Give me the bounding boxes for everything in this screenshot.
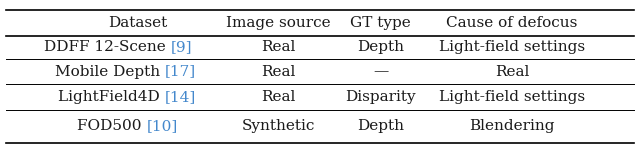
Text: GT type: GT type xyxy=(351,16,411,30)
Text: Light-field settings: Light-field settings xyxy=(439,90,585,104)
Text: Cause of defocus: Cause of defocus xyxy=(446,16,578,30)
Text: FOD500: FOD500 xyxy=(77,119,147,133)
Text: Real: Real xyxy=(261,65,296,79)
Text: [14]: [14] xyxy=(165,90,196,104)
Text: Depth: Depth xyxy=(357,40,404,54)
Text: Mobile Depth: Mobile Depth xyxy=(55,65,165,79)
Text: Real: Real xyxy=(495,65,529,79)
Text: [9]: [9] xyxy=(171,40,193,54)
Text: Dataset: Dataset xyxy=(108,16,167,30)
Text: [17]: [17] xyxy=(165,65,196,79)
Text: Real: Real xyxy=(261,90,296,104)
Text: Synthetic: Synthetic xyxy=(242,119,315,133)
Text: Blendering: Blendering xyxy=(469,119,555,133)
Text: Depth: Depth xyxy=(357,119,404,133)
Text: Image source: Image source xyxy=(226,16,331,30)
Text: Disparity: Disparity xyxy=(346,90,416,104)
Text: LightField4D: LightField4D xyxy=(58,90,165,104)
Text: Real: Real xyxy=(261,40,296,54)
Text: Light-field settings: Light-field settings xyxy=(439,40,585,54)
Text: DDFF 12-Scene: DDFF 12-Scene xyxy=(44,40,171,54)
Text: —: — xyxy=(373,65,388,79)
Text: [10]: [10] xyxy=(147,119,178,133)
